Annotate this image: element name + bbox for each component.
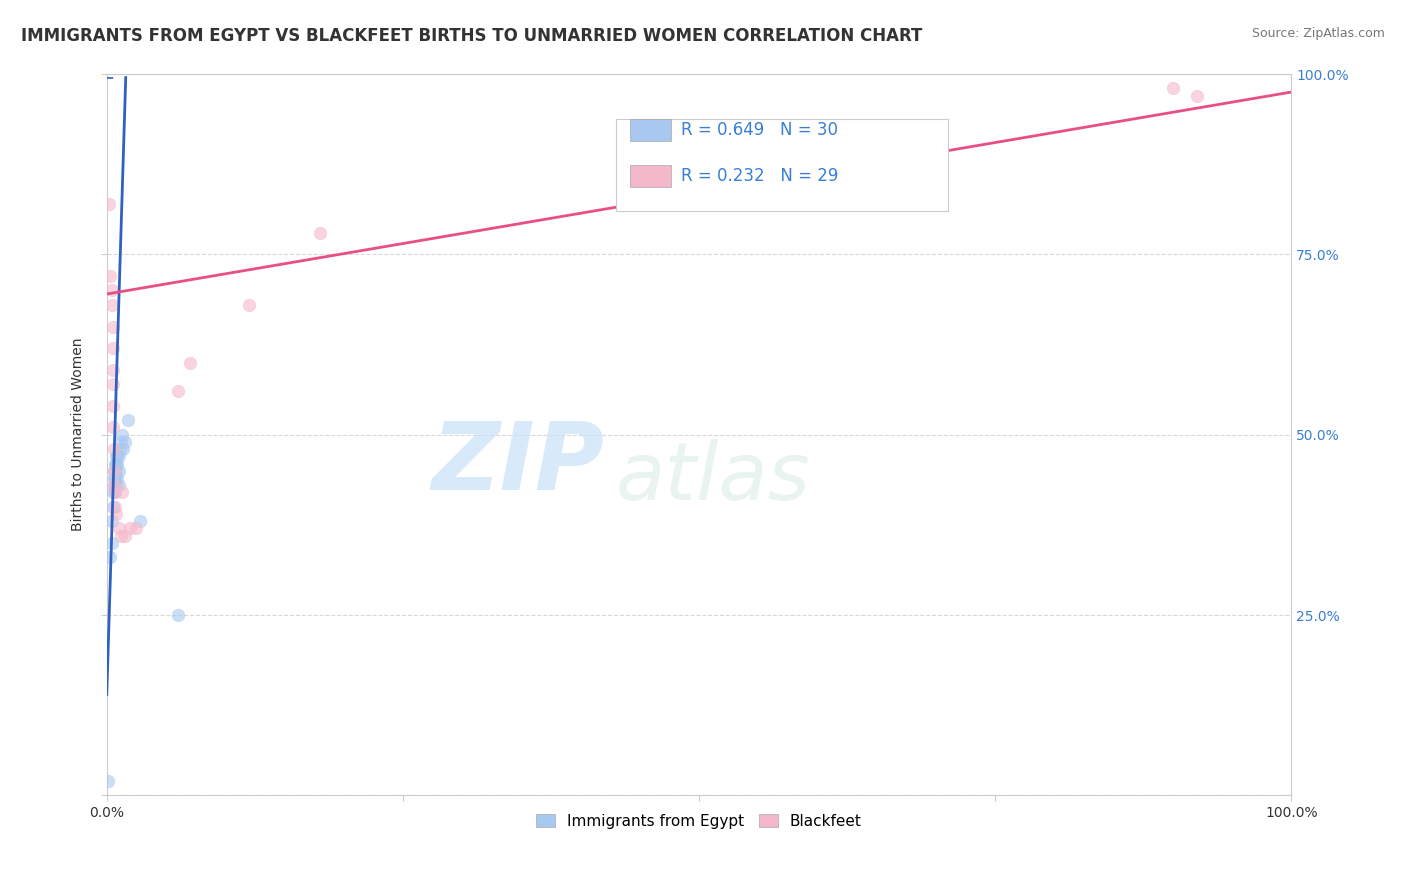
Point <box>101 399 124 413</box>
Point <box>100 284 122 298</box>
Point <box>101 485 124 500</box>
Text: R = 0.649   N = 30: R = 0.649 N = 30 <box>682 121 838 139</box>
Point <box>103 478 125 492</box>
Point <box>103 464 125 478</box>
Point <box>105 478 128 492</box>
Point <box>98 268 121 283</box>
Point <box>107 478 129 492</box>
Text: R = 0.232   N = 29: R = 0.232 N = 29 <box>682 167 838 185</box>
Point <box>1161 81 1184 95</box>
Text: atlas: atlas <box>616 439 811 517</box>
Point <box>120 521 142 535</box>
FancyBboxPatch shape <box>616 119 948 211</box>
Point <box>166 608 188 623</box>
Point <box>1185 88 1208 103</box>
Point <box>101 500 124 514</box>
Point <box>97 774 120 789</box>
Point <box>107 450 129 464</box>
Point <box>114 529 136 543</box>
Point <box>110 434 132 449</box>
Point <box>107 450 129 464</box>
Point <box>166 384 188 399</box>
Point <box>179 355 201 369</box>
Point <box>98 550 121 565</box>
Point <box>111 485 134 500</box>
Point <box>100 514 122 528</box>
Point <box>104 485 127 500</box>
Point <box>105 457 128 471</box>
Point <box>101 319 124 334</box>
Point <box>98 197 121 211</box>
Point <box>107 457 129 471</box>
Point <box>107 464 129 478</box>
Point <box>125 521 148 535</box>
Point <box>114 434 136 449</box>
Point <box>101 420 124 434</box>
Point <box>688 153 710 168</box>
Legend: Immigrants from Egypt, Blackfeet: Immigrants from Egypt, Blackfeet <box>530 807 868 835</box>
Point <box>112 442 135 457</box>
Point <box>238 298 260 312</box>
Point <box>104 485 127 500</box>
Point <box>104 500 127 514</box>
Point <box>110 529 132 543</box>
Point <box>100 298 122 312</box>
Point <box>104 471 127 485</box>
Point <box>100 536 122 550</box>
FancyBboxPatch shape <box>630 120 671 141</box>
Text: ZIP: ZIP <box>432 417 605 509</box>
Point <box>103 478 125 492</box>
Text: IMMIGRANTS FROM EGYPT VS BLACKFEET BIRTHS TO UNMARRIED WOMEN CORRELATION CHART: IMMIGRANTS FROM EGYPT VS BLACKFEET BIRTH… <box>21 27 922 45</box>
Point <box>105 507 128 521</box>
Y-axis label: Births to Unmarried Women: Births to Unmarried Women <box>72 338 86 532</box>
Point <box>104 457 127 471</box>
Point <box>107 521 129 535</box>
Point <box>101 377 124 392</box>
Point <box>105 450 128 464</box>
Text: Source: ZipAtlas.com: Source: ZipAtlas.com <box>1251 27 1385 40</box>
FancyBboxPatch shape <box>630 165 671 186</box>
Point <box>101 341 124 355</box>
Point <box>103 442 125 457</box>
Point <box>103 464 125 478</box>
Point <box>111 427 134 442</box>
Point <box>107 471 129 485</box>
Point <box>129 514 152 528</box>
Point <box>105 464 128 478</box>
Point <box>101 363 124 377</box>
Point <box>117 413 139 427</box>
Point <box>309 226 332 240</box>
Point <box>108 442 131 457</box>
Point <box>103 471 125 485</box>
